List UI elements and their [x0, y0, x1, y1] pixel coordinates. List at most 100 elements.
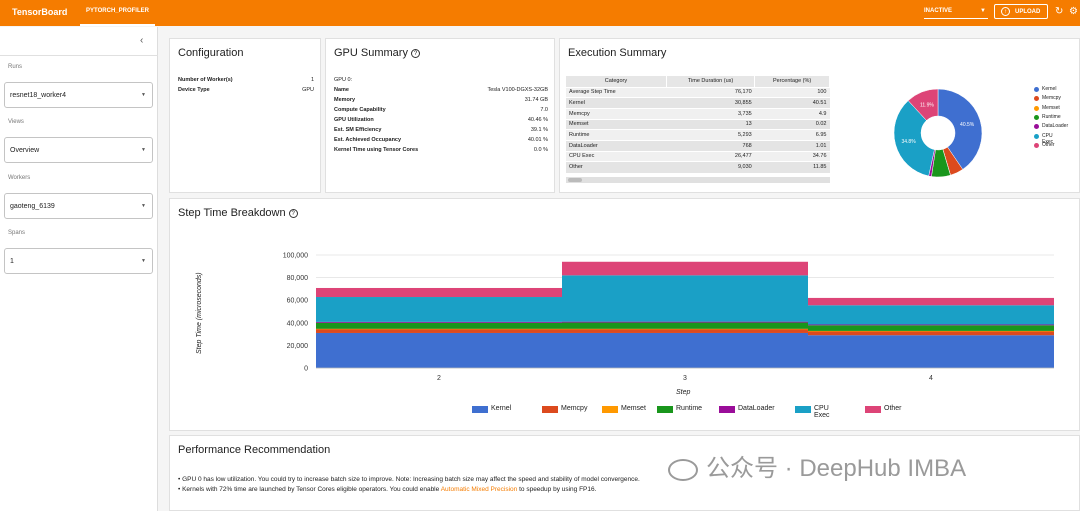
gpu-row: Est. SM Efficiency 39.1 %: [334, 127, 548, 135]
performance-title: Performance Recommendation: [178, 444, 331, 456]
table-row: DataLoader 768 1.01: [566, 139, 830, 152]
config-key: Number of Worker(s): [178, 77, 233, 83]
gpu-value: 40.01 %: [527, 137, 548, 143]
y-tick-label: 100,000: [283, 253, 308, 260]
configuration-card: Configuration Number of Worker(s) 1 Devi…: [169, 38, 321, 193]
gpu-key: Memory: [334, 97, 356, 103]
area-segment-memcpy-step-2[interactable]: [316, 328, 562, 333]
area-segment-cpu-exec-step-2[interactable]: [316, 297, 562, 322]
gpu-row: Kernel Time using Tensor Cores 0.0 %: [334, 147, 548, 155]
config-value: GPU: [302, 87, 314, 93]
table-header[interactable]: Percentage (%): [754, 76, 830, 87]
area-segment-other-step-3[interactable]: [562, 261, 808, 276]
execution-pie-chart: 40.5% 34.8% 11.9%: [893, 88, 983, 178]
pie-label: 11.9%: [920, 103, 934, 109]
runs-value: resnet18_worker4: [10, 92, 67, 99]
upload-button[interactable]: ↑ UPLOAD: [994, 4, 1048, 19]
y-tick-label: 0: [304, 366, 308, 373]
gpu-value: 31.74 GB: [524, 97, 548, 103]
legend-swatch: [865, 406, 881, 413]
pie-slice-kernel[interactable]: [937, 88, 983, 170]
workers-label: Workers: [8, 175, 31, 181]
area-segment-memcpy-step-3[interactable]: [562, 328, 808, 333]
area-segment-memcpy-step-4[interactable]: [808, 330, 1054, 336]
recommendation-text: Kernels with 72% time are launched by Te…: [182, 486, 441, 493]
scrollbar-thumb[interactable]: [568, 178, 582, 182]
area-segment-kernel-step-2[interactable]: [316, 332, 562, 368]
legend-swatch: [1034, 124, 1039, 130]
percentage-cell: 4.9: [754, 107, 830, 120]
duration-cell: 3,735: [666, 107, 755, 120]
area-segment-memset-step-3[interactable]: [562, 328, 808, 330]
category-cell: Runtime: [566, 129, 667, 141]
table-row: CPU Exec 26,477 34.76: [566, 150, 830, 162]
area-segment-memset-step-2[interactable]: [316, 328, 562, 330]
legend-label: Other: [1042, 141, 1055, 148]
area-segment-runtime-step-3[interactable]: [562, 322, 808, 329]
category-cell: CPU Exec: [566, 150, 667, 162]
legend-label: Memset: [621, 405, 646, 412]
legend-label: Runtime: [1042, 113, 1061, 120]
area-segment-cpu-exec-step-3[interactable]: [562, 275, 808, 322]
table-header[interactable]: Category: [566, 76, 667, 87]
pie-slice-cpu-exec[interactable]: [893, 100, 935, 177]
legend-swatch: [1034, 142, 1039, 148]
category-cell: Average Step Time: [566, 86, 667, 98]
gpu-key: Est. Achieved Occupancy: [334, 137, 402, 143]
table-header[interactable]: Time Duration (us): [666, 76, 756, 87]
views-select[interactable]: Overview ▼: [4, 137, 153, 163]
gpu-summary-title: GPU Summary ?: [334, 47, 421, 59]
runs-label: Runs: [8, 64, 23, 70]
recommendation-item: • Kernels with 72% time are launched by …: [178, 486, 597, 493]
percentage-cell: 40.51: [754, 97, 830, 109]
gear-icon[interactable]: ⚙: [1069, 6, 1078, 17]
area-segment-kernel-step-3[interactable]: [562, 332, 808, 368]
table-row: Kernel 30,855 40.51: [566, 97, 830, 109]
gpu-row: Compute Capability 7.0: [334, 107, 548, 115]
table-scrollbar[interactable]: [566, 177, 830, 183]
legend-swatch: [1034, 133, 1039, 139]
percentage-cell: 0.02: [754, 118, 830, 130]
top-bar: TensorBoard PYTORCH_PROFILER INACTIVE ▼ …: [0, 0, 1080, 26]
area-segment-other-step-4[interactable]: [808, 297, 1054, 306]
chevron-down-icon: ▼: [141, 147, 146, 153]
spans-select[interactable]: 1 ▼: [4, 248, 153, 274]
tab-pytorch-profiler[interactable]: PYTORCH_PROFILER: [80, 0, 155, 26]
percentage-cell: 1.01: [754, 139, 830, 152]
refresh-icon[interactable]: ↻: [1055, 6, 1064, 17]
help-icon[interactable]: ?: [288, 209, 298, 218]
gpu-value: 39.1 %: [530, 127, 548, 133]
area-segment-runtime-step-4[interactable]: [808, 325, 1054, 331]
legend-swatch: [472, 406, 488, 413]
area-segment-memset-step-4[interactable]: [808, 330, 1054, 332]
category-cell: Memset: [566, 118, 667, 130]
runs-select[interactable]: resnet18_worker4 ▼: [4, 82, 153, 108]
area-segment-dataloader-step-3[interactable]: [562, 321, 808, 323]
legend-swatch: [795, 406, 811, 413]
collapse-sidebar-icon[interactable]: ‹: [140, 35, 144, 46]
workers-select[interactable]: gaoteng_6139 ▼: [4, 193, 153, 219]
y-tick-label: 60,000: [287, 298, 309, 305]
gpu-row: GPU Utilization 40.46 %: [334, 117, 548, 125]
config-key: Device Type: [178, 87, 210, 93]
legend-swatch: [1034, 105, 1039, 111]
area-segment-kernel-step-4[interactable]: [808, 335, 1054, 368]
watermark-text: 公众号 · DeepHub IMBA: [706, 455, 967, 482]
amp-link[interactable]: Automatic Mixed Precision: [440, 486, 518, 493]
legend-swatch: [1034, 96, 1039, 102]
status-select[interactable]: INACTIVE ▼: [924, 5, 988, 19]
area-segment-runtime-step-2[interactable]: [316, 322, 562, 329]
spans-label: Spans: [8, 230, 26, 236]
pie-slice-other[interactable]: [907, 88, 939, 121]
chevron-down-icon: ▼: [141, 92, 146, 98]
category-cell: DataLoader: [566, 139, 667, 152]
duration-cell: 768: [666, 139, 755, 152]
gpu-row: Memory 31.74 GB: [334, 97, 548, 105]
area-segment-cpu-exec-step-4[interactable]: [808, 305, 1054, 325]
legend-label: Memcpy: [1042, 95, 1061, 102]
help-icon[interactable]: ?: [411, 49, 421, 58]
area-segment-dataloader-step-4[interactable]: [808, 324, 1054, 326]
area-segment-other-step-2[interactable]: [316, 287, 562, 298]
legend-swatch: [602, 406, 618, 413]
area-segment-dataloader-step-2[interactable]: [316, 321, 562, 323]
